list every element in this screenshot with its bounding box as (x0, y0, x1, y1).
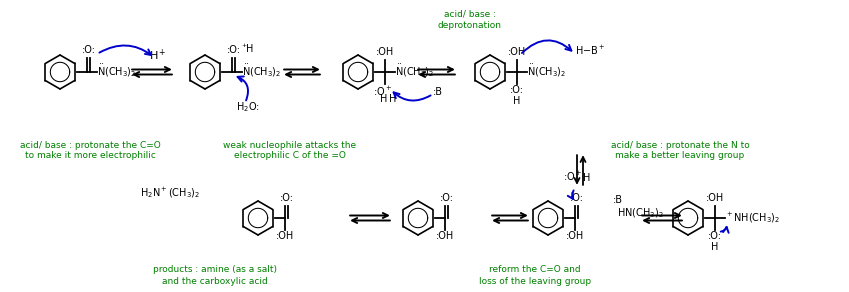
Text: H: H (390, 94, 396, 104)
Text: H$-$B$^+$: H$-$B$^+$ (575, 44, 605, 57)
Text: H: H (711, 242, 719, 252)
Text: :OH: :OH (508, 47, 526, 57)
Text: loss of the leaving group: loss of the leaving group (479, 277, 591, 286)
Text: :OH: :OH (706, 193, 724, 203)
Text: HN(CH$_3$)$_2$: HN(CH$_3$)$_2$ (617, 206, 664, 220)
Text: :O:: :O: (570, 193, 583, 203)
Text: to make it more electrophilic: to make it more electrophilic (25, 152, 155, 161)
Text: $^+$: $^+$ (240, 43, 248, 52)
Text: make a better leaving group: make a better leaving group (616, 152, 745, 161)
Text: deprotonation: deprotonation (438, 20, 502, 29)
Text: $\ddot{\rm N}$(CH$_3$)$_2$: $\ddot{\rm N}$(CH$_3$)$_2$ (242, 63, 281, 79)
Text: :OH: :OH (376, 47, 394, 57)
Text: H$_2$N$^+$(CH$_3$)$_2$: H$_2$N$^+$(CH$_3$)$_2$ (140, 186, 200, 200)
Text: $^+$NH(CH$_3$)$_2$: $^+$NH(CH$_3$)$_2$ (725, 211, 780, 225)
Text: :O:: :O: (510, 85, 524, 95)
Text: electrophilic C of the =O: electrophilic C of the =O (234, 152, 346, 161)
Text: H$_2$O:: H$_2$O: (236, 100, 260, 114)
Text: H: H (514, 96, 520, 106)
Text: $\ddot{\rm N}$(CH$_3$)$_2$: $\ddot{\rm N}$(CH$_3$)$_2$ (527, 63, 566, 79)
Text: :O$^+$: :O$^+$ (374, 85, 392, 98)
Text: :B: :B (613, 195, 623, 205)
Text: $\ddot{\rm N}$(CH$_3$)$_2$: $\ddot{\rm N}$(CH$_3$)$_2$ (97, 63, 137, 79)
Text: H: H (246, 44, 253, 54)
Text: :OH: :OH (566, 231, 584, 241)
Text: products : amine (as a salt): products : amine (as a salt) (153, 265, 277, 274)
Text: :O:: :O: (82, 45, 95, 55)
Text: and the carboxylic acid: and the carboxylic acid (162, 277, 268, 286)
Text: :OH: :OH (276, 231, 294, 241)
Text: :O:: :O: (227, 45, 240, 55)
Text: acid/ base : protonate the N to: acid/ base : protonate the N to (610, 140, 750, 150)
Text: H$^+$: H$^+$ (149, 47, 166, 63)
Text: :O:: :O: (279, 193, 294, 203)
Text: :OH: :OH (436, 231, 454, 241)
Text: $\ddot{\rm N}$(CH$_3$)$_2$: $\ddot{\rm N}$(CH$_3$)$_2$ (395, 63, 435, 79)
Text: H: H (583, 173, 591, 183)
Text: :O$^+$: :O$^+$ (564, 170, 582, 183)
Text: :B: :B (433, 87, 443, 97)
Text: acid/ base :: acid/ base : (444, 10, 496, 18)
Text: reform the C=O and: reform the C=O and (489, 265, 581, 274)
Text: acid/ base : protonate the C=O: acid/ base : protonate the C=O (20, 140, 160, 150)
Text: :O:: :O: (708, 231, 722, 241)
Text: weak nucleophile attacks the: weak nucleophile attacks the (223, 140, 357, 150)
Text: :O:: :O: (440, 193, 453, 203)
Text: H: H (380, 94, 388, 104)
